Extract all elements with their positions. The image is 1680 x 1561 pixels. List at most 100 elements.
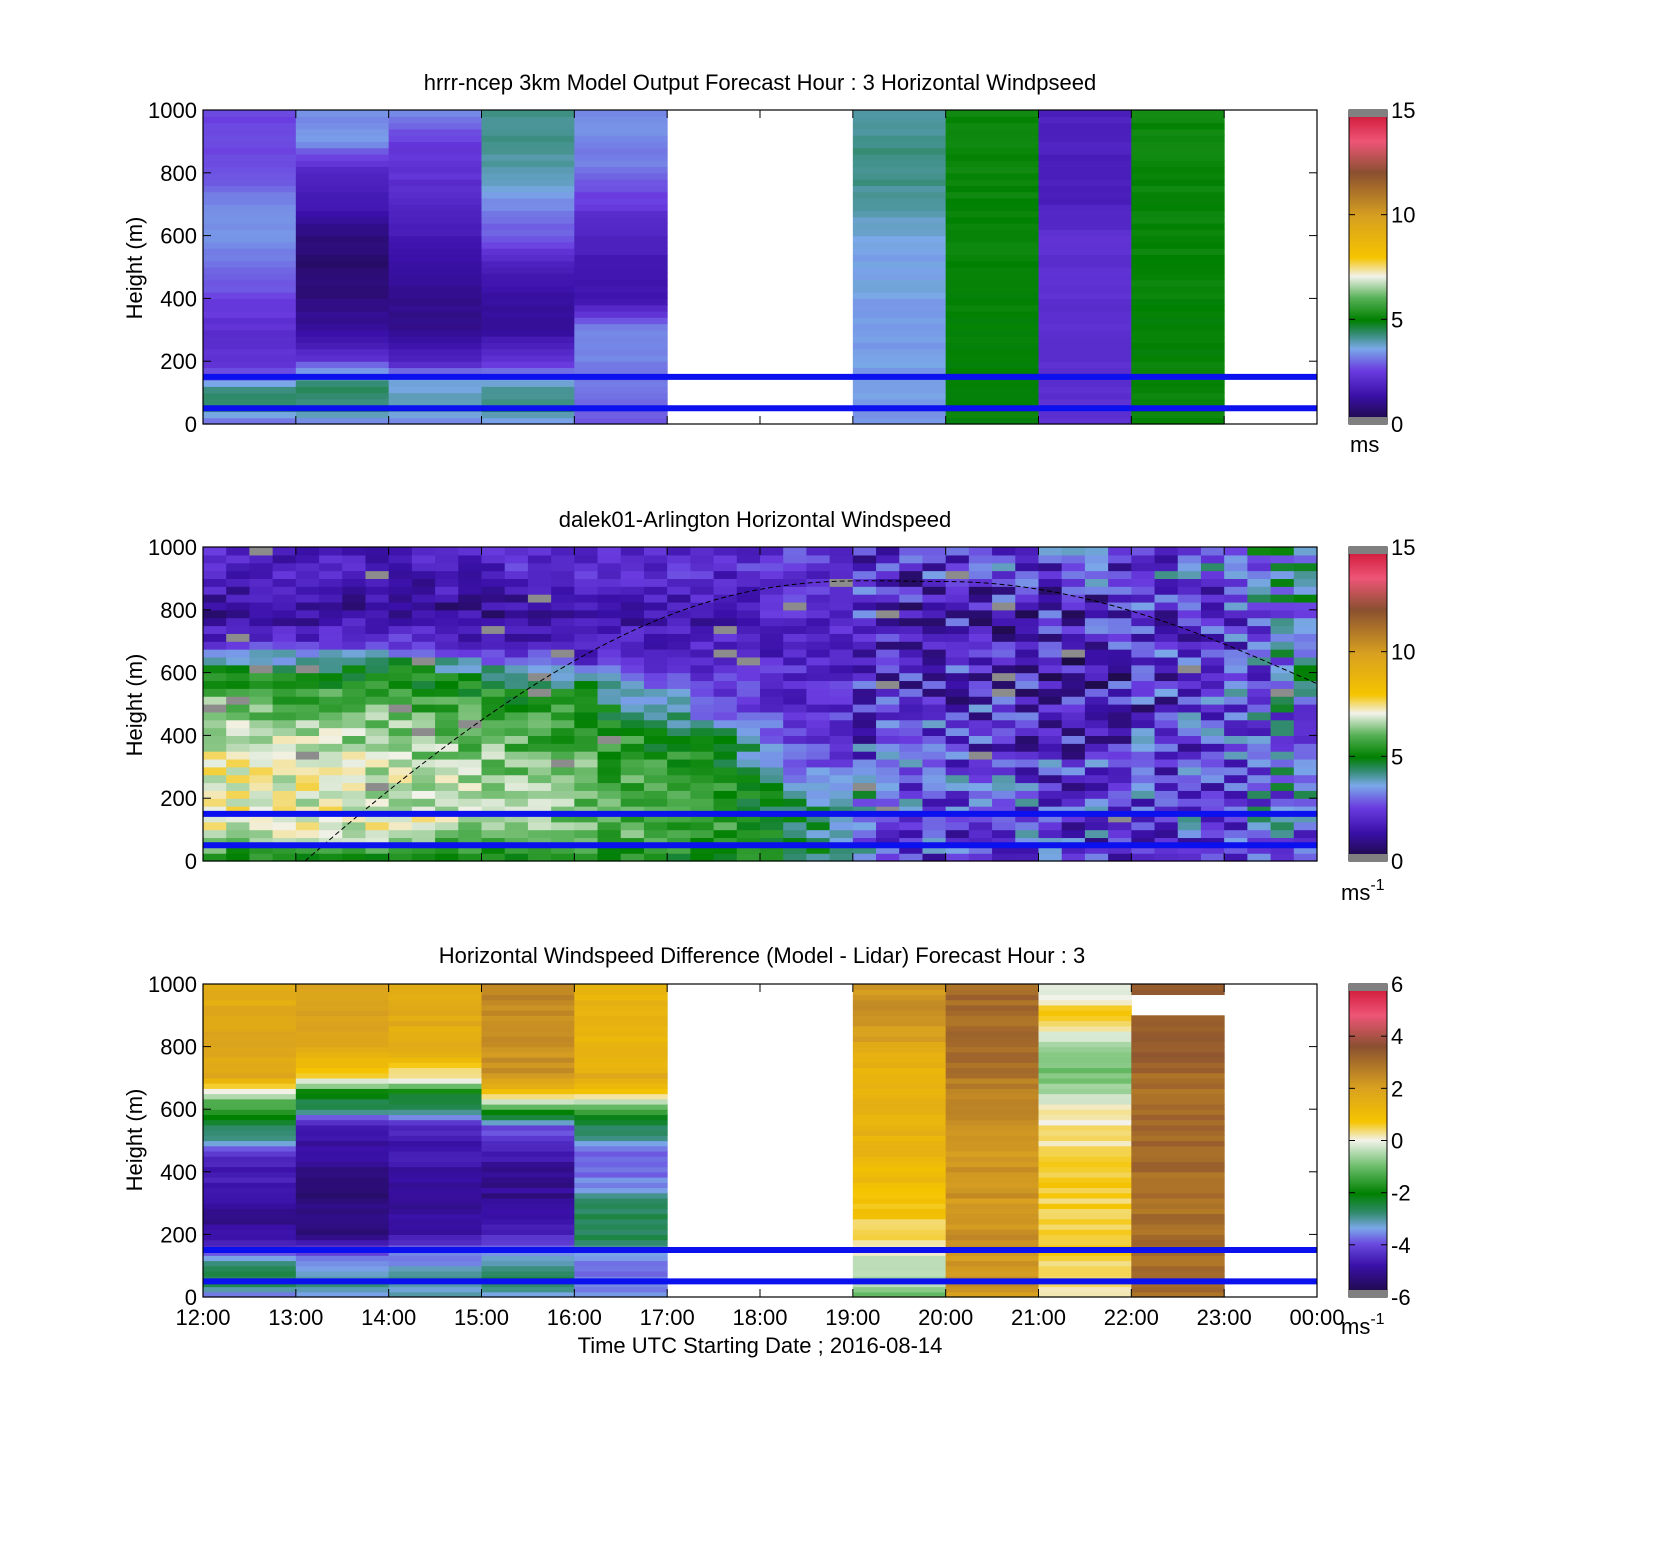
heatmap-cell xyxy=(1200,656,1225,666)
heatmap-cell xyxy=(504,594,529,603)
heatmap-cell xyxy=(945,317,1039,325)
heatmap-cell xyxy=(852,1260,947,1267)
heatmap-cell xyxy=(1177,649,1202,658)
heatmap-cell xyxy=(1038,633,1063,642)
heatmap-cell xyxy=(388,361,482,369)
heatmap-cell xyxy=(1038,994,1132,1001)
heatmap-cell xyxy=(597,617,622,627)
heatmap-cell xyxy=(504,625,529,634)
heatmap-cell xyxy=(1015,845,1040,854)
heatmap-cell xyxy=(760,782,784,791)
heatmap-cell xyxy=(1108,696,1132,705)
heatmap-cell xyxy=(481,147,575,155)
heatmap-cell xyxy=(945,1051,1039,1058)
heatmap-cell xyxy=(876,829,900,839)
heatmap-cell xyxy=(760,719,784,729)
heatmap-cell xyxy=(852,285,947,293)
heatmap-cell xyxy=(1038,790,1063,799)
heatmap-cell xyxy=(272,837,297,846)
heatmap-cell xyxy=(713,735,738,744)
heatmap-cell xyxy=(1131,160,1225,168)
heatmap-cell xyxy=(1131,191,1225,199)
heatmap-cell xyxy=(203,361,297,369)
heatmap-cell xyxy=(295,267,390,274)
heatmap-cell xyxy=(527,837,552,846)
heatmap-cell xyxy=(388,1255,482,1262)
heatmap-cell xyxy=(365,821,390,831)
heatmap-cell xyxy=(574,1020,668,1027)
heatmap-cell xyxy=(226,719,251,729)
heatmap-cell xyxy=(574,1145,668,1152)
heatmap-cell xyxy=(527,790,552,799)
heatmap-cell xyxy=(899,853,924,862)
heatmap-cell xyxy=(620,845,645,854)
heatmap-cell xyxy=(295,704,320,713)
heatmap-cell xyxy=(574,1030,668,1037)
heatmap-cell xyxy=(945,285,1039,293)
heatmap-cell xyxy=(643,790,668,799)
heatmap-cell xyxy=(1131,267,1225,274)
heatmap-cell xyxy=(968,711,993,721)
heatmap-cell xyxy=(226,625,251,634)
heatmap-cell xyxy=(992,641,1016,650)
heatmap-cell xyxy=(783,625,808,634)
heatmap-cell xyxy=(643,641,668,650)
x-axis-label: Time UTC Starting Date ; 2016-08-14 xyxy=(578,1333,943,1358)
heatmap-cell xyxy=(574,141,668,149)
heatmap-cell xyxy=(829,601,854,611)
heatmap-cell xyxy=(574,260,668,268)
heatmap-cell xyxy=(736,758,761,768)
heatmap-cell xyxy=(203,1072,297,1079)
heatmap-cell xyxy=(203,267,297,274)
heatmap-cell xyxy=(411,711,436,721)
heatmap-cell xyxy=(1131,204,1225,212)
heatmap-cell xyxy=(1177,601,1202,611)
heatmap-cell xyxy=(203,994,297,1001)
heatmap-cell xyxy=(203,135,297,142)
heatmap-cell xyxy=(620,766,645,776)
heatmap-cell xyxy=(945,1114,1039,1121)
heatmap-cell xyxy=(388,1046,482,1053)
heatmap-cell xyxy=(945,853,970,862)
heatmap-cell xyxy=(574,223,668,230)
heatmap-cell xyxy=(992,751,1016,760)
heatmap-cell xyxy=(1038,586,1063,595)
heatmap-cell xyxy=(829,641,854,650)
heatmap-cell xyxy=(1038,1025,1132,1032)
heatmap-cell xyxy=(1108,554,1132,564)
heatmap-cell xyxy=(667,570,691,579)
heatmap-cell xyxy=(713,554,738,564)
heatmap-cell xyxy=(435,837,459,846)
heatmap-cell xyxy=(411,837,436,846)
heatmap-cell xyxy=(1131,260,1225,268)
heatmap-cell xyxy=(481,1192,575,1199)
heatmap-cell xyxy=(620,562,645,572)
heatmap-cell xyxy=(1293,688,1318,697)
heatmap-cell xyxy=(922,641,947,650)
heatmap-cell xyxy=(249,625,274,634)
heatmap-cell xyxy=(272,782,297,791)
heatmap-cell xyxy=(1224,766,1248,776)
heatmap-cell xyxy=(922,594,947,603)
heatmap-cell xyxy=(295,1041,390,1048)
heatmap-cell xyxy=(1270,837,1295,846)
heatmap-cell xyxy=(1247,680,1272,689)
heatmap-cell xyxy=(388,633,413,642)
heatmap-cell xyxy=(203,633,227,642)
heatmap-cell xyxy=(945,989,1039,996)
heatmap-cell xyxy=(1154,853,1179,862)
heatmap-cell xyxy=(899,672,924,682)
heatmap-cell xyxy=(435,829,459,839)
heatmap-cell xyxy=(481,386,575,394)
heatmap-cell xyxy=(1108,735,1132,744)
y-tick-label: 600 xyxy=(160,1097,197,1122)
panel-difference-title: Horizontal Windspeed Difference (Model -… xyxy=(439,943,1085,968)
heatmap-cell xyxy=(1224,664,1248,674)
heatmap-cell xyxy=(852,1051,947,1058)
heatmap-cell xyxy=(481,1265,575,1272)
heatmap-cell xyxy=(1038,774,1063,784)
heatmap-cell xyxy=(806,798,831,807)
heatmap-cell xyxy=(806,554,831,564)
heatmap-cell xyxy=(203,853,227,862)
heatmap-cell xyxy=(620,601,645,611)
